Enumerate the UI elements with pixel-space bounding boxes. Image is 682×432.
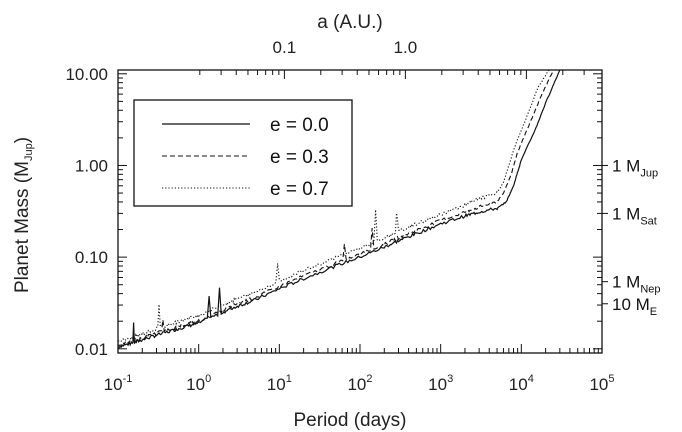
y-tick-label: 1.00	[75, 156, 108, 175]
y-tick-label: 0.01	[75, 340, 108, 359]
legend: e = 0.0 e = 0.3 e = 0.7	[133, 99, 353, 207]
series-line-0	[117, 69, 561, 349]
x-tick-label: 103	[428, 373, 453, 394]
ref-mass-label: 1 MNep	[612, 273, 661, 296]
x-axis-title: Period (days)	[294, 410, 407, 431]
ref-mass-label: 1 MSat	[612, 204, 657, 227]
legend-label: e = 0.0	[270, 115, 329, 136]
x-tick-label: 101	[267, 373, 292, 394]
x-tick-label: 100	[186, 373, 211, 394]
top-tick-label: 1.0	[394, 38, 418, 57]
legend-label: e = 0.3	[270, 147, 329, 168]
top-axis-title: a (A.U.)	[317, 12, 382, 33]
top-tick-label: 0.1	[273, 38, 297, 57]
ref-mass-label: 10 ME	[612, 295, 657, 318]
axis-tick-labels: 0.1 1.0 10-1 100 101 102 103 104 105 0.01 0.10 1.00…	[65, 38, 660, 394]
x-tick-label: 104	[509, 373, 534, 394]
x-tick-label: 10-1	[104, 373, 133, 394]
y-axis-title: Planet Mass (MJup)	[12, 137, 35, 293]
x-tick-label: 102	[347, 373, 372, 394]
ref-mass-label: 1 MJup	[612, 156, 658, 179]
legend-label: e = 0.7	[270, 179, 329, 200]
y-tick-label: 10.00	[65, 65, 108, 84]
series-group	[117, 69, 561, 349]
y-tick-label: 0.10	[75, 248, 108, 267]
x-tick-label: 105	[589, 373, 614, 394]
axis-ticks	[117, 70, 608, 354]
